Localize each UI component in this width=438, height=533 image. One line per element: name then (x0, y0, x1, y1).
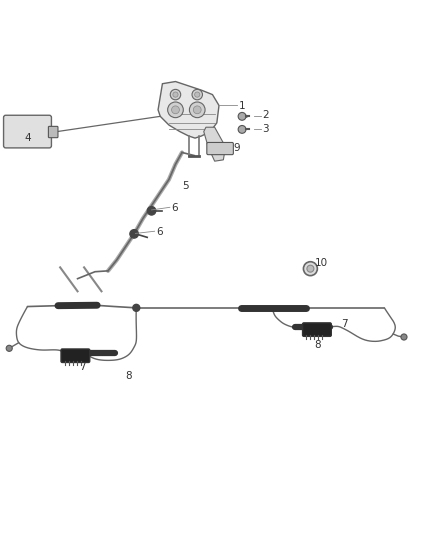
Circle shape (192, 90, 202, 100)
Circle shape (172, 106, 180, 114)
FancyBboxPatch shape (207, 142, 233, 155)
Text: 3: 3 (262, 124, 269, 134)
Text: 7: 7 (341, 319, 347, 329)
Text: 6: 6 (156, 227, 162, 237)
Text: 8: 8 (315, 340, 321, 350)
Text: 9: 9 (233, 143, 240, 152)
FancyBboxPatch shape (61, 349, 90, 362)
FancyBboxPatch shape (48, 126, 58, 138)
Circle shape (170, 90, 181, 100)
FancyBboxPatch shape (4, 115, 51, 148)
Text: 1: 1 (239, 101, 245, 111)
Circle shape (193, 106, 201, 114)
Text: 10: 10 (315, 258, 328, 268)
Polygon shape (204, 127, 226, 161)
Text: 6: 6 (171, 203, 178, 213)
Circle shape (173, 92, 178, 97)
Circle shape (238, 112, 246, 120)
Text: 2: 2 (262, 110, 269, 120)
Circle shape (194, 92, 200, 97)
Circle shape (401, 334, 407, 340)
Text: 8: 8 (125, 371, 132, 381)
FancyBboxPatch shape (303, 323, 331, 336)
Text: 7: 7 (79, 362, 85, 373)
Circle shape (238, 125, 246, 133)
Circle shape (130, 230, 138, 238)
Circle shape (307, 265, 314, 272)
Circle shape (147, 206, 156, 215)
Circle shape (6, 345, 12, 351)
Circle shape (133, 304, 140, 311)
Text: 5: 5 (182, 181, 189, 191)
Text: 4: 4 (24, 133, 31, 143)
Circle shape (304, 262, 318, 276)
Circle shape (189, 102, 205, 118)
Circle shape (168, 102, 184, 118)
Polygon shape (158, 82, 219, 138)
